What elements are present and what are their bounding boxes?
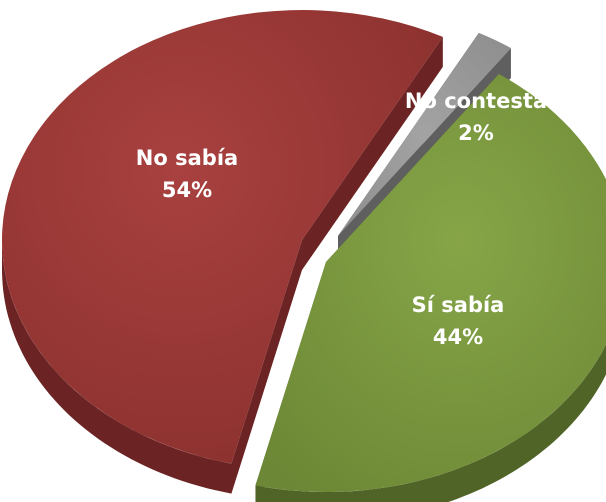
slice-label-value-1: 2%	[458, 121, 494, 145]
slice-tops	[1, 9, 606, 493]
slice-wall-0-1	[302, 36, 443, 270]
slice-side-2	[255, 344, 606, 502]
slice-wall-0-0	[231, 240, 302, 494]
slice-label-name-0: No sabía	[136, 146, 238, 170]
slice-label-name-2: Sí sabía	[412, 293, 505, 317]
slice-side-0	[2, 241, 232, 494]
slice-label-value-0: 54%	[162, 178, 212, 202]
slice-labels: No sabía 54% No contesta 2% Sí sabía 44%	[136, 89, 547, 349]
slice-no-sab-a	[1, 9, 443, 464]
slice-no-contesta	[338, 32, 511, 236]
slice-label-name-1: No contesta	[405, 89, 547, 113]
slice-s-sab-a	[255, 74, 606, 493]
slice-label-value-2: 44%	[433, 325, 483, 349]
